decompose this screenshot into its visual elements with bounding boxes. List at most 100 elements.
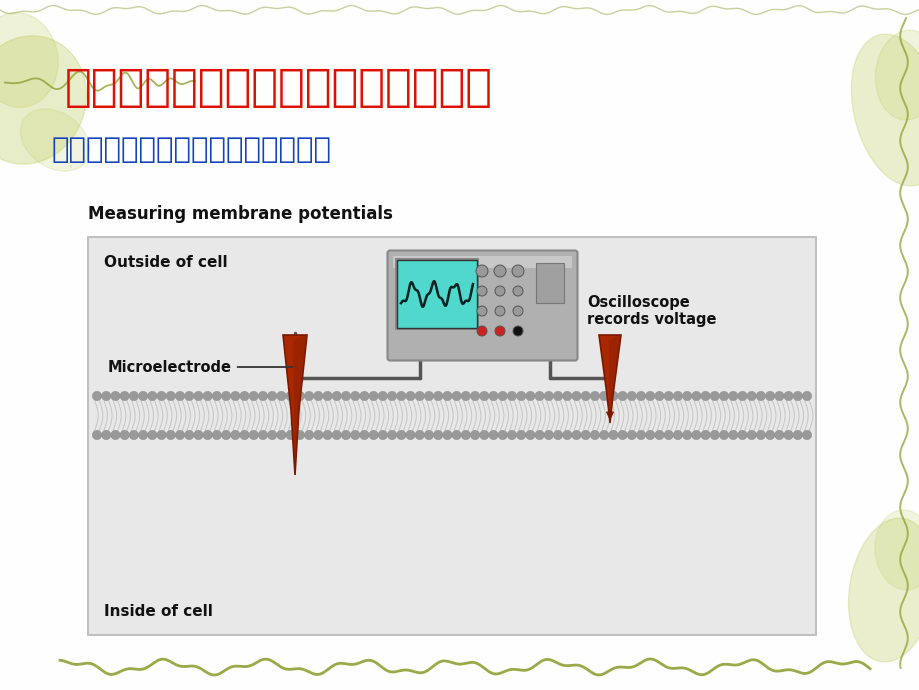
Circle shape (627, 431, 636, 440)
Circle shape (166, 391, 176, 401)
Ellipse shape (850, 34, 919, 186)
Circle shape (581, 391, 590, 401)
Circle shape (258, 391, 267, 401)
Circle shape (636, 431, 645, 440)
Circle shape (673, 431, 682, 440)
Circle shape (783, 431, 792, 440)
Circle shape (506, 391, 516, 401)
Circle shape (138, 391, 148, 401)
Circle shape (470, 431, 479, 440)
Circle shape (212, 391, 221, 401)
Bar (536, 263, 563, 303)
Circle shape (129, 431, 139, 440)
Circle shape (618, 431, 627, 440)
Circle shape (645, 431, 654, 440)
Circle shape (359, 431, 369, 440)
Circle shape (231, 431, 240, 440)
Circle shape (700, 391, 709, 401)
Circle shape (746, 431, 755, 440)
Polygon shape (598, 335, 620, 423)
Circle shape (378, 391, 387, 401)
Circle shape (92, 431, 102, 440)
Circle shape (221, 391, 231, 401)
Circle shape (755, 431, 765, 440)
Circle shape (543, 391, 553, 401)
Circle shape (313, 431, 323, 440)
Circle shape (599, 431, 608, 440)
Circle shape (110, 391, 120, 401)
Circle shape (709, 431, 719, 440)
Circle shape (792, 391, 801, 401)
Circle shape (494, 286, 505, 296)
Circle shape (414, 431, 424, 440)
Circle shape (323, 431, 332, 440)
Circle shape (267, 391, 277, 401)
Polygon shape (292, 335, 307, 475)
Circle shape (396, 431, 405, 440)
Circle shape (590, 391, 599, 401)
Circle shape (682, 431, 691, 440)
Circle shape (737, 391, 746, 401)
Circle shape (783, 391, 792, 401)
Circle shape (405, 431, 414, 440)
Circle shape (221, 431, 231, 440)
Circle shape (369, 431, 378, 440)
Circle shape (451, 431, 460, 440)
Circle shape (460, 391, 470, 401)
Circle shape (396, 391, 405, 401)
Circle shape (801, 431, 811, 440)
Circle shape (176, 431, 185, 440)
Circle shape (258, 431, 267, 440)
Circle shape (608, 391, 618, 401)
Circle shape (562, 391, 572, 401)
Circle shape (746, 391, 755, 401)
Circle shape (590, 431, 599, 440)
Circle shape (378, 431, 387, 440)
Circle shape (497, 431, 507, 440)
Circle shape (212, 431, 221, 440)
Text: 一、细胞的生物电现象及其产生机制: 一、细胞的生物电现象及其产生机制 (65, 66, 493, 110)
Circle shape (369, 391, 378, 401)
Ellipse shape (875, 30, 919, 120)
Text: Microelectrode: Microelectrode (108, 359, 292, 375)
Circle shape (728, 391, 737, 401)
Circle shape (101, 431, 111, 440)
Circle shape (442, 431, 451, 440)
Circle shape (341, 431, 350, 440)
Bar (88, 237, 815, 635)
Circle shape (387, 391, 396, 401)
Ellipse shape (20, 109, 89, 171)
Circle shape (525, 431, 535, 440)
Circle shape (313, 391, 323, 401)
Circle shape (709, 391, 719, 401)
Circle shape (774, 391, 783, 401)
Circle shape (516, 391, 526, 401)
Circle shape (442, 391, 451, 401)
Circle shape (476, 286, 486, 296)
Circle shape (304, 391, 313, 401)
Circle shape (249, 391, 258, 401)
Circle shape (147, 431, 157, 440)
Circle shape (599, 391, 608, 401)
Circle shape (203, 391, 212, 401)
Circle shape (240, 431, 249, 440)
Text: Outside of cell: Outside of cell (104, 255, 227, 270)
Circle shape (673, 391, 682, 401)
Circle shape (494, 306, 505, 316)
Circle shape (332, 391, 341, 401)
Circle shape (801, 391, 811, 401)
Circle shape (295, 431, 304, 440)
Circle shape (286, 391, 295, 401)
Circle shape (277, 391, 286, 401)
Circle shape (664, 431, 673, 440)
Circle shape (479, 391, 488, 401)
Bar (397, 260, 476, 328)
Circle shape (129, 391, 139, 401)
Circle shape (350, 391, 359, 401)
Ellipse shape (0, 36, 86, 164)
Circle shape (513, 286, 522, 296)
Polygon shape (283, 335, 307, 475)
Circle shape (516, 431, 526, 440)
Circle shape (645, 391, 654, 401)
Circle shape (525, 391, 535, 401)
